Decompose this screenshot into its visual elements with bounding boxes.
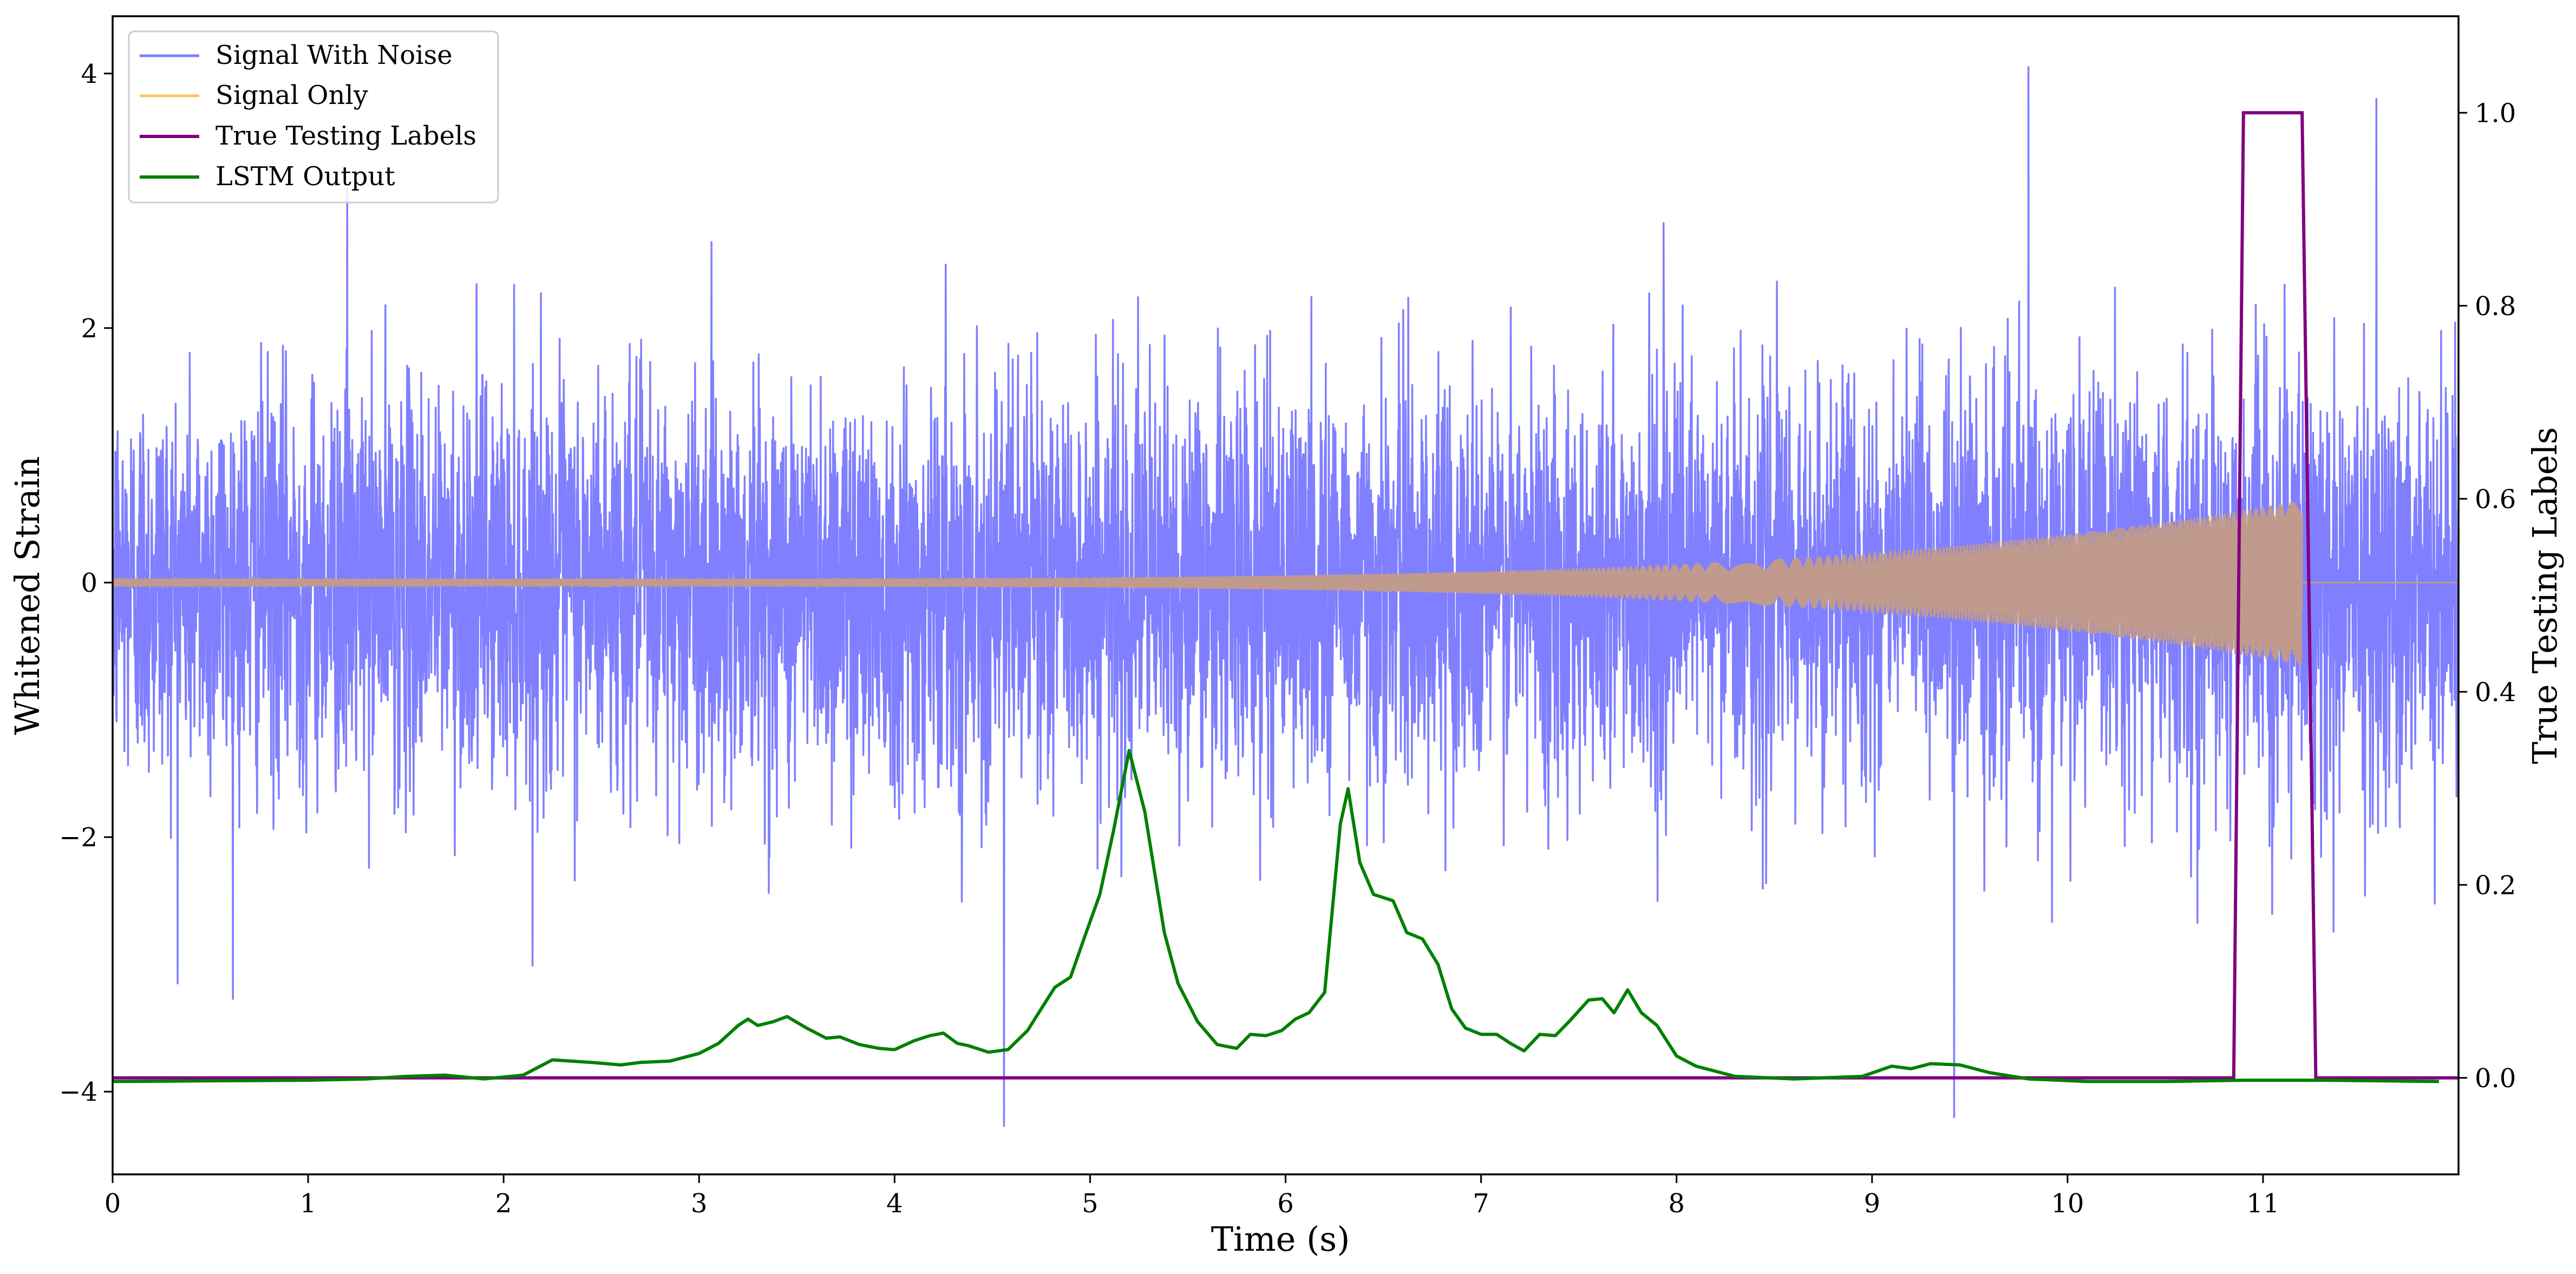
y-right-tick-label: 0.8 bbox=[2475, 291, 2516, 322]
x-tick-label: 10 bbox=[2051, 1188, 2084, 1219]
legend-box bbox=[128, 30, 499, 204]
y-axis-right-title: True Testing Labels bbox=[2525, 427, 2565, 765]
x-tick-label: 0 bbox=[104, 1188, 121, 1219]
x-tick-label: 11 bbox=[2246, 1188, 2279, 1219]
y-left-tick-label: −2 bbox=[59, 822, 97, 853]
x-tick-label: 8 bbox=[1668, 1188, 1685, 1219]
x-tick-label: 6 bbox=[1277, 1188, 1294, 1219]
x-tick-label: 7 bbox=[1473, 1188, 1489, 1219]
lstm-series bbox=[113, 749, 2439, 1083]
x-tick-label: 1 bbox=[300, 1188, 317, 1219]
signal-only-line bbox=[113, 501, 2459, 665]
x-tick-label: 5 bbox=[1082, 1188, 1099, 1219]
legend-label-noise: Signal With Noise bbox=[215, 40, 453, 70]
legend: Signal With Noise Signal Only True Testi… bbox=[128, 30, 499, 204]
x-tick-label: 2 bbox=[495, 1188, 512, 1219]
y-right-tick-label: 1.0 bbox=[2475, 98, 2516, 128]
lstm-output-line bbox=[113, 749, 2439, 1083]
x-axis: 0 1 2 3 4 5 6 7 8 9 10 11 bbox=[104, 1174, 2279, 1219]
y-axis-left-title: Whitened Strain bbox=[8, 456, 47, 735]
x-tick-label: 4 bbox=[886, 1188, 903, 1219]
x-tick-label: 3 bbox=[691, 1188, 708, 1219]
y-left-tick-label: −4 bbox=[59, 1077, 97, 1107]
legend-label-signal: Signal Only bbox=[215, 80, 368, 110]
y-right-tick-label: 0.4 bbox=[2475, 677, 2516, 708]
legend-label-lstm: LSTM Output bbox=[215, 161, 395, 192]
y-axis-right: 0.0 0.2 0.4 0.6 0.8 1.0 bbox=[2459, 98, 2516, 1094]
y-right-tick-label: 0.0 bbox=[2475, 1063, 2516, 1094]
y-left-tick-label: 2 bbox=[81, 313, 97, 344]
signal-series bbox=[113, 501, 2459, 665]
labels-series bbox=[113, 111, 2459, 1080]
y-right-tick-label: 0.6 bbox=[2475, 484, 2516, 514]
y-axis-left: −4 −2 0 2 4 bbox=[59, 59, 113, 1107]
x-tick-label: 9 bbox=[1864, 1188, 1880, 1219]
true-testing-labels-line bbox=[113, 111, 2459, 1080]
y-left-tick-label: 4 bbox=[81, 59, 97, 89]
y-left-tick-label: 0 bbox=[81, 568, 97, 598]
legend-label-labels: True Testing Labels bbox=[215, 121, 476, 151]
y-right-tick-label: 0.2 bbox=[2475, 870, 2516, 900]
x-axis-title: Time (s) bbox=[1211, 1219, 1350, 1259]
